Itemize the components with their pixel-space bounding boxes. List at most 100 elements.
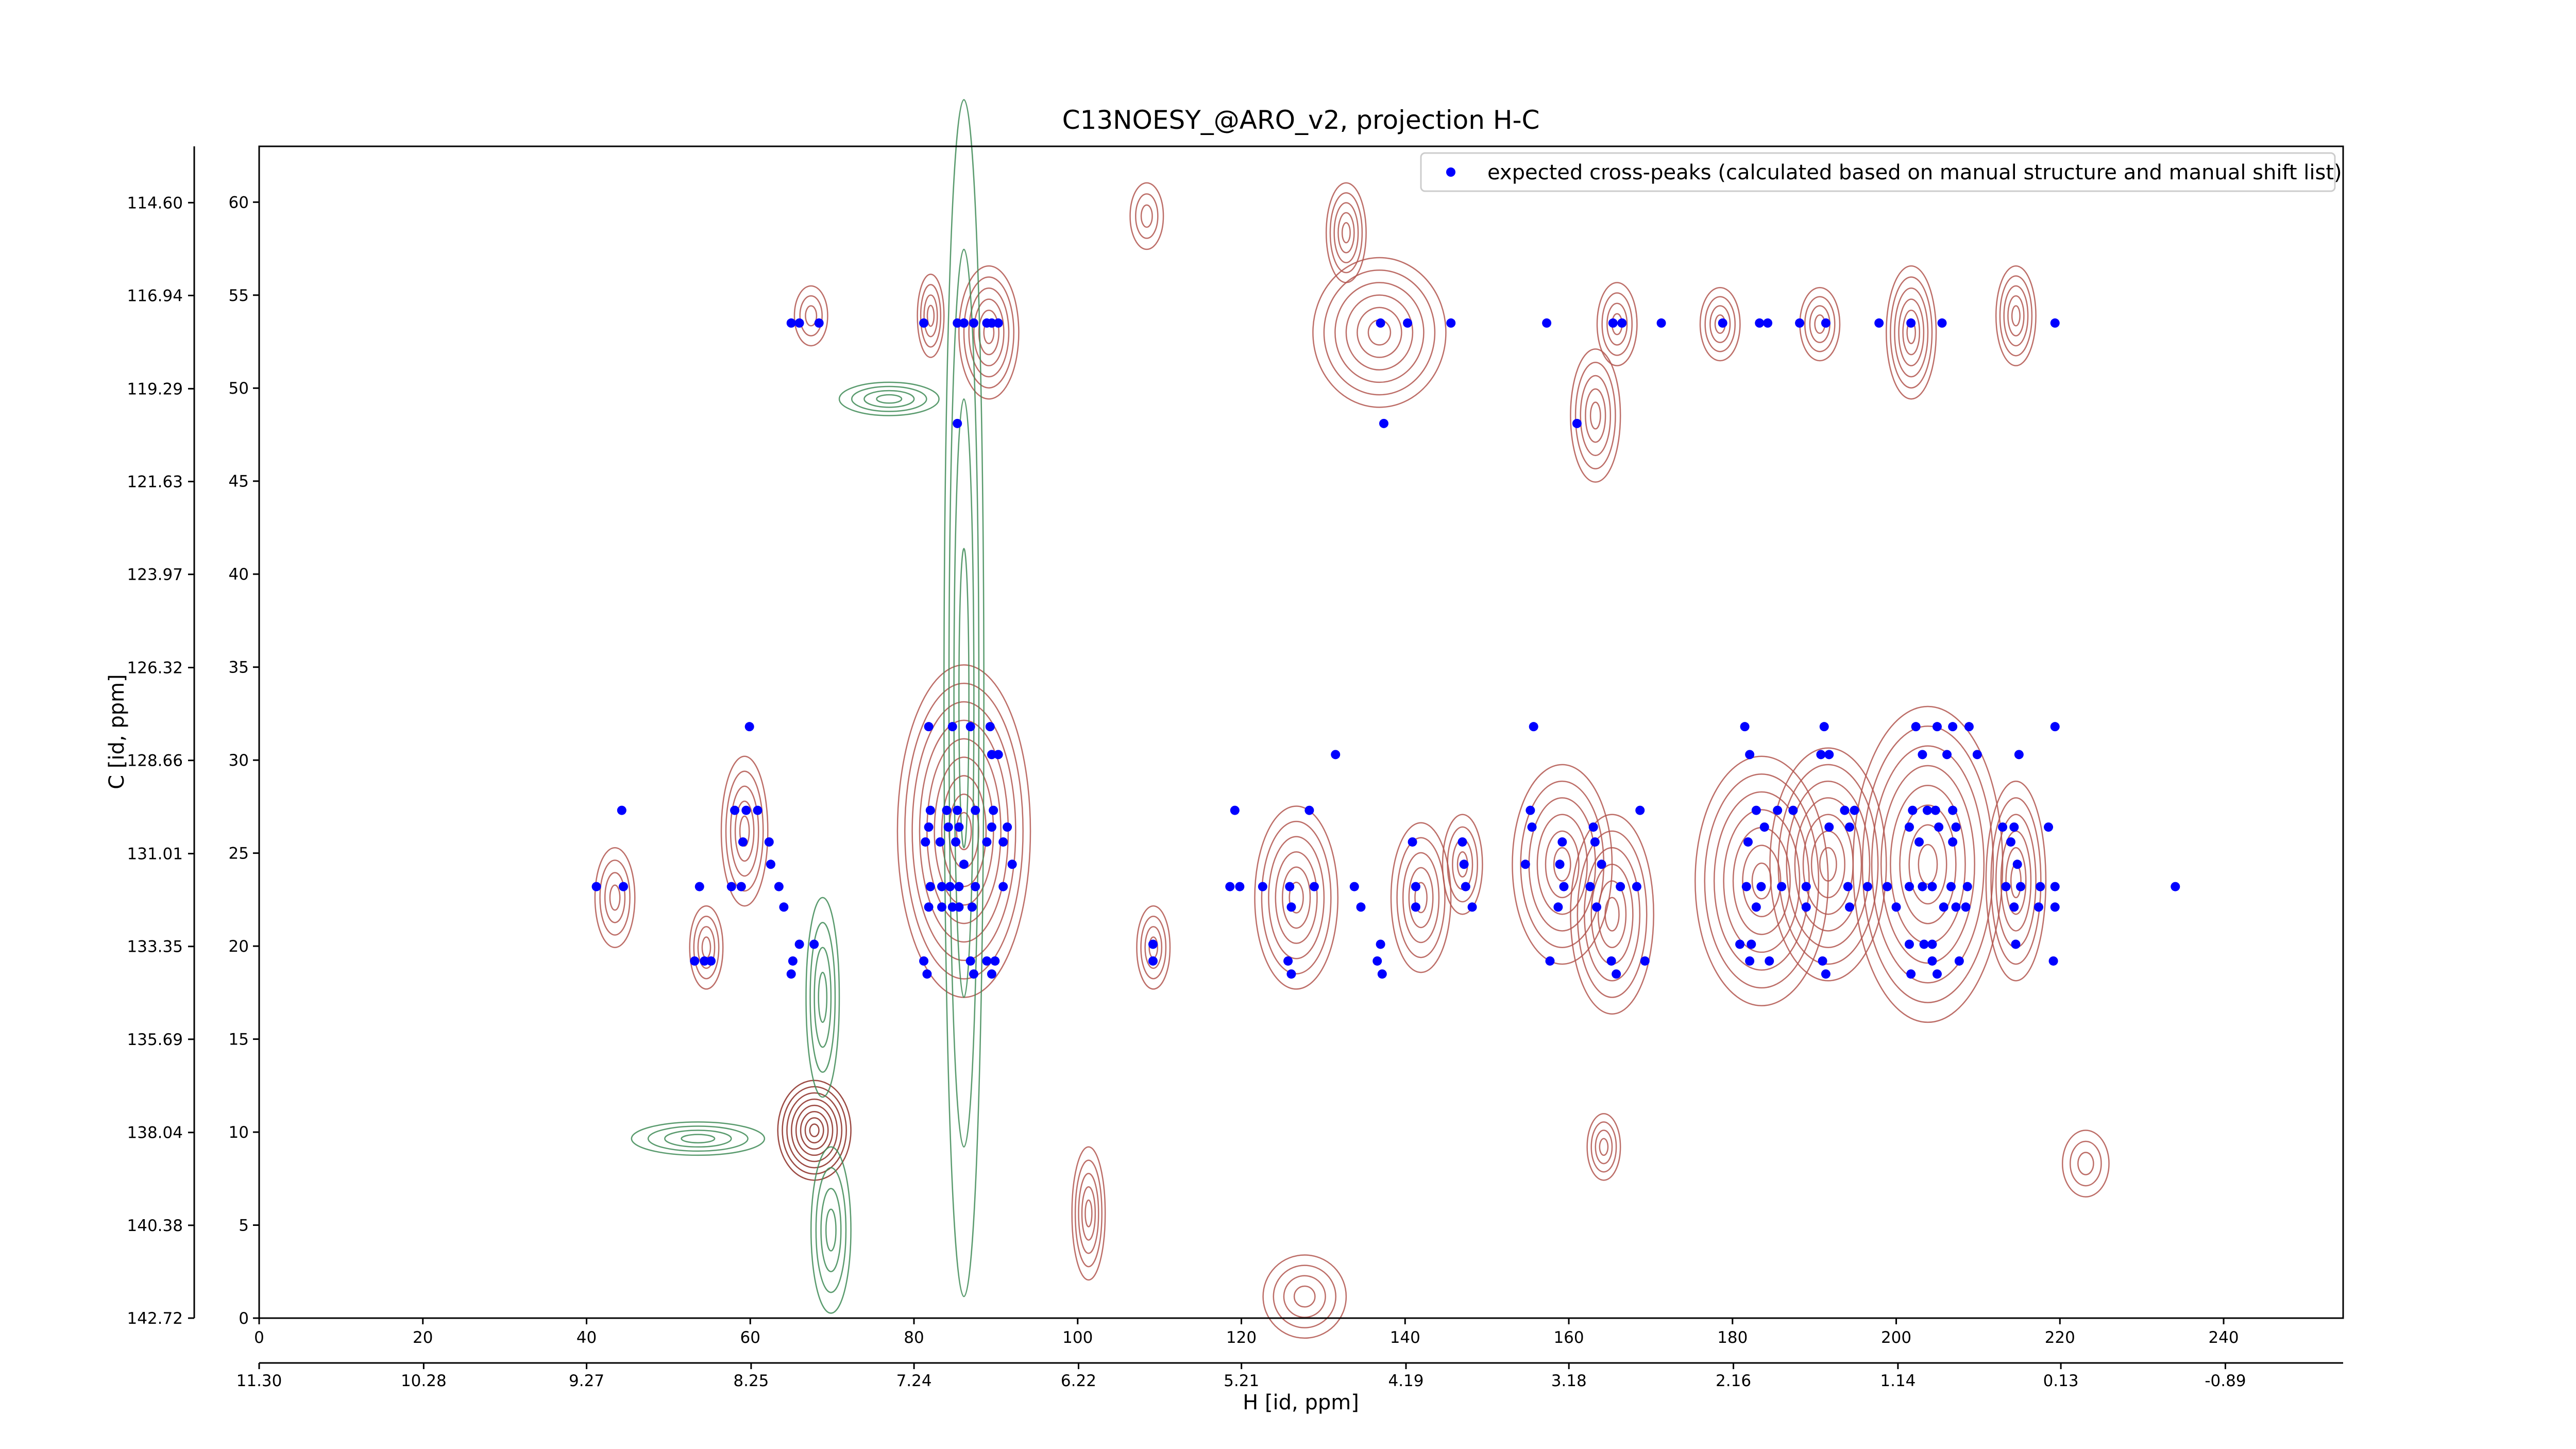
contour [838, 381, 940, 416]
contours [594, 99, 2110, 1339]
contour [1341, 222, 1351, 244]
contour [799, 295, 823, 336]
contour [1606, 302, 1628, 346]
cross-peak [741, 805, 751, 815]
cross-peak [967, 902, 977, 912]
contour [1890, 276, 1933, 389]
contour [1396, 837, 1446, 958]
cross-peak [943, 822, 953, 832]
cross-peak [1818, 956, 1827, 966]
cross-peak [1904, 882, 1914, 891]
contour [1804, 296, 1836, 352]
cross-peak [1824, 822, 1834, 832]
y2-tick-label: 135.69 [127, 1031, 183, 1049]
cross-peak [2050, 902, 2060, 912]
cross-peak [1743, 837, 1753, 847]
contour [958, 548, 970, 849]
cross-peak [2050, 882, 2060, 891]
contour [1871, 745, 1985, 984]
contour [1329, 192, 1363, 274]
cross-peak [774, 882, 784, 891]
contour [1289, 882, 1304, 914]
contour [1074, 1159, 1103, 1268]
cross-peak [1927, 882, 1937, 891]
cross-peak [987, 750, 996, 760]
cross-peak [1934, 822, 1944, 832]
cross-peak [788, 956, 798, 966]
cross-peak [1461, 882, 1470, 891]
cross-peak [753, 805, 762, 815]
cross-peak [959, 860, 969, 869]
contour [631, 1121, 766, 1156]
contour [1880, 765, 1975, 964]
contour [818, 971, 828, 1023]
contour [1595, 1130, 1613, 1165]
cross-peak [942, 805, 952, 815]
x-tick-label: 60 [740, 1328, 760, 1347]
cross-peak [1777, 882, 1787, 891]
legend-label: expected cross-peaks (calculated based o… [1487, 161, 2342, 184]
contour [917, 274, 945, 358]
x-tick-label: 160 [1553, 1328, 1584, 1347]
y2-tick-label: 126.32 [127, 659, 183, 678]
cross-peak [987, 822, 996, 832]
cross-peak [2016, 882, 2026, 891]
cross-peak [953, 805, 962, 815]
contour [1799, 287, 1841, 362]
contour [1408, 867, 1434, 929]
cross-peak [969, 969, 978, 979]
cross-peak [1816, 750, 1826, 760]
contour [791, 1098, 838, 1162]
cross-peak [922, 969, 932, 979]
contour [809, 922, 836, 1073]
cross-peak [1914, 837, 1924, 847]
x-tick-label: 120 [1226, 1328, 1257, 1347]
cross-peak [700, 956, 709, 966]
cross-peak [1003, 822, 1012, 832]
contour [1902, 309, 1921, 356]
cross-peak [1932, 722, 1942, 732]
cross-peak [1590, 837, 1600, 847]
cross-peak [1948, 722, 1958, 732]
cross-peak [1356, 902, 1366, 912]
cross-peak [1376, 318, 1385, 328]
x2-tick-label: 11.30 [236, 1372, 282, 1390]
cross-peak [1821, 969, 1831, 979]
cross-peak [1745, 956, 1755, 966]
cross-peak [2050, 722, 2060, 732]
cross-peak [1906, 969, 1916, 979]
cross-peak [1285, 882, 1295, 891]
contour [948, 248, 980, 1148]
cross-peak [764, 837, 774, 847]
contour [664, 1130, 732, 1148]
contour [1580, 375, 1612, 457]
cross-peak [1557, 837, 1567, 847]
contour [1140, 204, 1153, 228]
contour [599, 860, 631, 936]
cross-peak [971, 805, 980, 815]
contour [1699, 287, 1741, 362]
y-tick-label: 50 [229, 379, 249, 398]
cross-peak [1148, 939, 1158, 949]
cross-peak [1597, 860, 1606, 869]
contour [777, 1080, 852, 1181]
cross-peak [1795, 318, 1805, 328]
x-tick-label: 240 [2208, 1328, 2239, 1347]
x2-tick-label: 5.21 [1224, 1372, 1259, 1390]
contour [876, 394, 903, 404]
cross-peak [1751, 805, 1761, 815]
cross-peak [1759, 822, 1769, 832]
cross-peak [1747, 939, 1756, 949]
contour [805, 897, 840, 1098]
contour [1261, 820, 1332, 975]
contour [1337, 212, 1355, 254]
contour [1323, 269, 1436, 396]
chart-title: C13NOESY_@ARO_v2, projection H-C [1062, 105, 1540, 135]
cross-peak [1862, 882, 1872, 891]
contour [782, 1086, 847, 1175]
cross-peak [730, 805, 740, 815]
contour [1794, 797, 1862, 932]
contour [1694, 755, 1829, 1006]
cross-peak [1741, 882, 1751, 891]
contour [1545, 830, 1580, 899]
